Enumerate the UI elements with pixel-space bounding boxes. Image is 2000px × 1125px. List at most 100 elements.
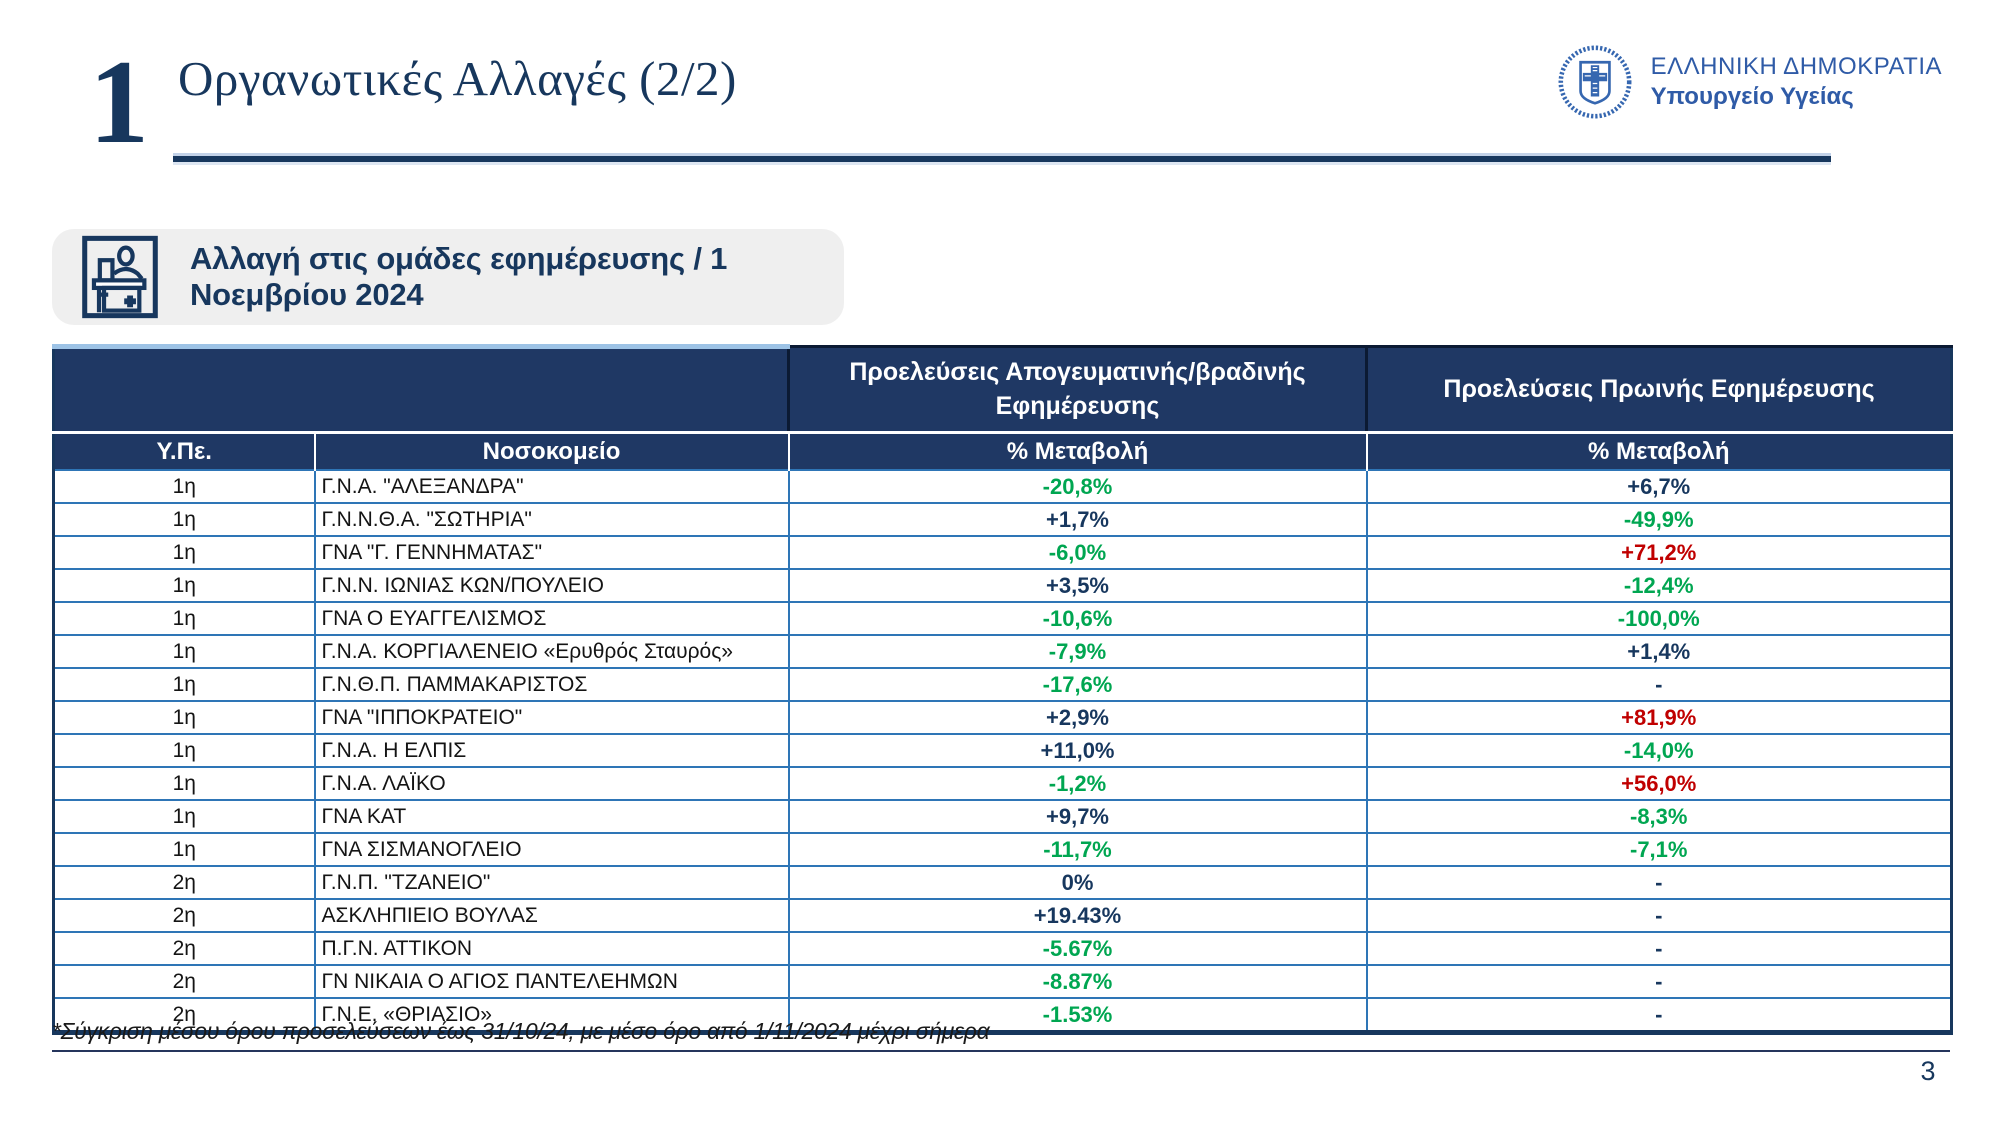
cell-ype: 2η	[52, 898, 316, 933]
header-empty-cell	[53, 344, 789, 434]
cell-hospital: ΓΝΑ ΣΙΣΜΑΝΟΓΛΕΙΟ	[313, 832, 790, 867]
cell-ype: 1η	[52, 832, 316, 867]
cell-afternoon-change: -6,0%	[787, 535, 1368, 570]
header-afternoon-group: Προελεύσεις Απογευματινής/βραδινής Εφημέ…	[787, 345, 1367, 434]
cell-ype: 1η	[52, 568, 316, 603]
cell-ype: 1η	[52, 502, 316, 537]
cell-ype: 1η	[52, 700, 316, 735]
cell-ype: 2η	[52, 865, 316, 900]
cell-morning-change: -8,3%	[1365, 799, 1953, 834]
cell-morning-change: -	[1365, 667, 1953, 702]
page-number: 3	[1920, 1056, 1936, 1086]
header-morning-group: Προελεύσεις Πρωινής Εφημέρευσης	[1365, 345, 1952, 434]
page-title: Οργανωτικές Αλλαγές (2/2)	[178, 51, 737, 106]
cell-hospital: Γ.Ν.Α. ΚΟΡΓΙΑΛΕΝΕΙΟ «Ερυθρός Σταυρός»	[313, 634, 790, 669]
cell-ype: 2η	[52, 964, 316, 999]
cell-morning-change: -14,0%	[1365, 733, 1953, 768]
header-hospital: Νοσοκομείο	[313, 432, 789, 470]
cell-hospital: Γ.Ν.Α. Η ΕΛΠΙΣ	[313, 733, 790, 768]
cell-afternoon-change: -1,2%	[787, 766, 1368, 801]
cell-hospital: Γ.Ν.Α. "ΑΛΕΞΑΝΔΡΑ"	[313, 469, 790, 504]
header-ype: Υ.Πε.	[53, 432, 315, 470]
cell-afternoon-change: -7,9%	[787, 634, 1368, 669]
cell-afternoon-change: +9,7%	[787, 799, 1368, 834]
cell-morning-change: -	[1365, 898, 1953, 933]
cell-hospital: Γ.Ν.Ν.Θ.Α. "ΣΩΤΗΡΙΑ"	[313, 502, 790, 537]
cell-morning-change: -	[1365, 964, 1953, 999]
cell-afternoon-change: +19.43%	[787, 898, 1368, 933]
table-row: 1η ΓΝΑ Ο ΕΥΑΓΓΕΛΙΣΜΟΣ -10,6% -100,0%	[52, 601, 1953, 636]
cell-afternoon-change: +2,9%	[787, 700, 1368, 735]
cell-morning-change: -7,1%	[1365, 832, 1953, 867]
table-row: 2η ΑΣΚΛΗΠΙΕΙΟ ΒΟΥΛΑΣ +19.43% -	[52, 898, 1953, 933]
cell-morning-change: +56,0%	[1365, 766, 1953, 801]
footnote: *Σύγκριση μέσου όρου προσελεύσεων έως 31…	[52, 1018, 1950, 1052]
cell-afternoon-change: +1,7%	[787, 502, 1368, 537]
cell-morning-change: -12,4%	[1365, 568, 1953, 603]
gov-line1: ΕΛΛΗΝΙΚΗ ΔΗΜΟΚΡΑΤΙΑ	[1650, 53, 1942, 80]
cell-afternoon-change: -10,6%	[787, 601, 1368, 636]
cell-afternoon-change: -8.87%	[787, 964, 1368, 999]
cell-afternoon-change: -1.53%	[787, 997, 1368, 1034]
cell-ype: 1η	[52, 634, 316, 669]
header-afternoon-change: % Μεταβολή	[787, 432, 1367, 470]
cell-hospital: ΓΝΑ "ΙΠΠΟΚΡΑΤΕΙΟ"	[313, 700, 790, 735]
table-row: 1η Γ.Ν.Α. "ΑΛΕΞΑΝΔΡΑ" -20,8% +6,7%	[52, 469, 1953, 504]
table-row: 1η ΓΝΑ "Γ. ΓΕΝΝΗΜΑΤΑΣ" -6,0% +71,2%	[52, 535, 1953, 570]
cell-afternoon-change: -5.67%	[787, 931, 1368, 966]
table-row: 1η Γ.Ν.Θ.Π. ΠΑΜΜΑΚΑΡΙΣΤΟΣ -17,6% -	[52, 667, 1953, 702]
cell-afternoon-change: +11,0%	[787, 733, 1368, 768]
cell-hospital: ΓΝΑ Ο ΕΥΑΓΓΕΛΙΣΜΟΣ	[313, 601, 790, 636]
cell-morning-change: +6,7%	[1365, 469, 1953, 504]
cell-hospital: Γ.Ν.Ε. «ΘΡΙΑΣΙΟ»	[313, 997, 790, 1034]
cell-ype: 1η	[52, 733, 316, 768]
hospital-reception-icon	[78, 235, 162, 319]
cell-morning-change: +1,4%	[1365, 634, 1953, 669]
cell-ype: 1η	[52, 799, 316, 834]
gov-line2: Υπουργείο Υγείας	[1650, 83, 1854, 110]
cell-ype: 1η	[52, 469, 316, 504]
cell-hospital: Γ.Ν.Π. "ΤΖΑΝΕΙΟ"	[313, 865, 790, 900]
cell-afternoon-change: -20,8%	[787, 469, 1368, 504]
callout-box: Αλλαγή στις ομάδες εφημέρευσης / 1 Νοεμβ…	[52, 229, 844, 325]
table-header-row: Υ.Πε. Νοσοκομείο % Μεταβολή % Μεταβολή	[53, 432, 1952, 470]
table-body: 1η Γ.Ν.Α. "ΑΛΕΞΑΝΔΡΑ" -20,8% +6,7% 1η Γ.Ν.Ν.Θ…	[52, 469, 1953, 1034]
cell-ype: 1η	[52, 667, 316, 702]
government-logo: ΕΛΛΗΝΙΚΗ ΔΗΜΟΚΡΑΤΙΑ Υπουργείο Υγείας	[1557, 44, 1942, 120]
title-rule	[173, 156, 1831, 162]
cell-ype: 2η	[52, 931, 316, 966]
cell-morning-change: +81,9%	[1365, 700, 1953, 735]
table-row: 1η ΓΝΑ ΚΑΤ +9,7% -8,3%	[52, 799, 1953, 834]
cell-ype: 1η	[52, 601, 316, 636]
cell-hospital: ΓΝ ΝΙΚΑΙΑ Ο ΑΓΙΟΣ ΠΑΝΤΕΛΕΗΜΩΝ	[313, 964, 790, 999]
section-number: 1	[89, 35, 149, 168]
cell-hospital: Π.Γ.Ν. ΑΤΤΙΚΟΝ	[313, 931, 790, 966]
table-row: 2η Π.Γ.Ν. ΑΤΤΙΚΟΝ -5.67% -	[52, 931, 1953, 966]
cell-morning-change: -	[1365, 865, 1953, 900]
table-row: 1η Γ.Ν.Α. ΛΑΪΚΟ -1,2% +56,0%	[52, 766, 1953, 801]
cell-morning-change: +71,2%	[1365, 535, 1953, 570]
table-row: 1η ΓΝΑ ΣΙΣΜΑΝΟΓΛΕΙΟ -11,7% -7,1%	[52, 832, 1953, 867]
cell-afternoon-change: -11,7%	[787, 832, 1368, 867]
cell-hospital: Γ.Ν.Α. ΛΑΪΚΟ	[313, 766, 790, 801]
cell-morning-change: -100,0%	[1365, 601, 1953, 636]
cell-ype: 1η	[52, 766, 316, 801]
cell-hospital: ΑΣΚΛΗΠΙΕΙΟ ΒΟΥΛΑΣ	[313, 898, 790, 933]
cell-morning-change: -	[1365, 931, 1953, 966]
cell-ype: 2η	[52, 997, 316, 1034]
cell-hospital: Γ.Ν.Ν. ΙΩΝΙΑΣ ΚΩΝ/ΠΟΥΛΕΙΟ	[313, 568, 790, 603]
table-row: 1η ΓΝΑ "ΙΠΠΟΚΡΑΤΕΙΟ" +2,9% +81,9%	[52, 700, 1953, 735]
table-row: 1η Γ.Ν.Ν.Θ.Α. "ΣΩΤΗΡΙΑ" +1,7% -49,9%	[52, 502, 1953, 537]
cell-hospital: ΓΝΑ "Γ. ΓΕΝΝΗΜΑΤΑΣ"	[313, 535, 790, 570]
greek-coat-of-arms-icon	[1557, 44, 1633, 120]
table-row: 2η Γ.Ν.Π. "ΤΖΑΝΕΙΟ" 0% -	[52, 865, 1953, 900]
cell-hospital: ΓΝΑ ΚΑΤ	[313, 799, 790, 834]
table-row: 2η Γ.Ν.Ε. «ΘΡΙΑΣΙΟ» -1.53% -	[52, 997, 1953, 1034]
header-morning-change: % Μεταβολή	[1365, 432, 1952, 470]
cell-morning-change: -	[1365, 997, 1953, 1034]
cell-morning-change: -49,9%	[1365, 502, 1953, 537]
cell-afternoon-change: -17,6%	[787, 667, 1368, 702]
cell-afternoon-change: 0%	[787, 865, 1368, 900]
table-row: 2η ΓΝ ΝΙΚΑΙΑ Ο ΑΓΙΟΣ ΠΑΝΤΕΛΕΗΜΩΝ -8.87% -	[52, 964, 1953, 999]
